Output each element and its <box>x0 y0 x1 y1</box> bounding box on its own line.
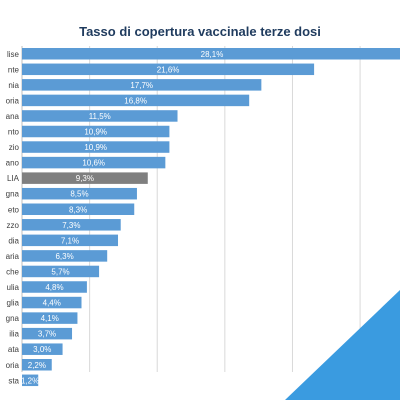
value-label-15: 4,8% <box>45 283 63 292</box>
value-label-1: 21,6% <box>157 65 180 74</box>
category-label-21: sta <box>8 376 19 385</box>
bar-14 <box>22 265 100 278</box>
category-label-15: ulia <box>7 283 20 292</box>
value-label-12: 7,1% <box>61 236 79 245</box>
category-label-3: oria <box>6 96 20 105</box>
category-label-20: oria <box>6 361 20 370</box>
category-label-14: che <box>6 267 19 276</box>
value-label-2: 17,7% <box>130 81 153 90</box>
bar-20 <box>22 359 52 371</box>
value-label-11: 7,3% <box>62 221 80 230</box>
value-label-14: 5,7% <box>51 267 69 276</box>
bar-3 <box>22 94 250 107</box>
value-label-7: 10,6% <box>82 159 105 168</box>
bar-16 <box>22 296 82 309</box>
category-label-16: glia <box>7 299 20 308</box>
chart-title: Tasso di copertura vaccinale terze dosi <box>79 24 321 39</box>
bar-11 <box>22 219 121 231</box>
value-label-4: 11,5% <box>89 112 111 121</box>
value-label-5: 10,9% <box>84 128 107 137</box>
category-label-4: ana <box>6 112 20 121</box>
value-label-3: 16,8% <box>124 96 147 105</box>
bar-15 <box>22 281 87 293</box>
value-label-0: 28,1% <box>201 50 224 59</box>
category-label-1: nte <box>8 65 20 74</box>
category-label-5: nto <box>8 128 20 137</box>
category-label-2: nia <box>8 81 19 90</box>
bar-18 <box>22 327 73 340</box>
bar-13 <box>22 250 108 262</box>
category-label-6: zio <box>9 143 20 152</box>
bar-5 <box>22 125 170 138</box>
bar-12 <box>22 234 119 247</box>
bar-0 <box>22 48 400 60</box>
bar-7 <box>22 156 166 169</box>
value-label-16: 4,4% <box>43 299 61 308</box>
category-label-12: dia <box>8 236 19 245</box>
category-label-18: ilia <box>9 330 19 339</box>
category-label-7: ano <box>6 159 20 168</box>
bar-19 <box>22 343 63 355</box>
bar-6 <box>22 141 170 153</box>
value-label-18: 3,7% <box>38 330 56 339</box>
bar-2 <box>22 79 262 91</box>
category-label-10: eto <box>8 205 20 214</box>
value-label-6: 10,9% <box>84 143 107 152</box>
category-label-8: LIA <box>7 174 20 183</box>
category-label-0: lise <box>7 50 20 59</box>
category-label-13: aria <box>6 252 20 261</box>
category-label-19: ata <box>8 345 20 354</box>
bar-21 <box>22 374 39 387</box>
value-label-13: 6,3% <box>55 252 73 261</box>
value-label-20: 2,2% <box>28 361 46 370</box>
bar-9 <box>22 187 137 200</box>
bar-4 <box>22 110 178 122</box>
value-label-10: 8,3% <box>69 205 87 214</box>
value-label-17: 4,1% <box>41 314 59 323</box>
bar-17 <box>22 312 78 324</box>
category-label-9: gna <box>6 190 20 199</box>
category-label-17: gna <box>6 314 20 323</box>
bar-1 <box>22 63 315 76</box>
value-label-21: 1,2% <box>21 376 39 385</box>
value-label-9: 8,5% <box>70 190 88 199</box>
bar-10 <box>22 203 135 215</box>
value-label-19: 3,0% <box>33 345 51 354</box>
value-label-8: 9,3% <box>76 174 94 183</box>
category-label-11: zzo <box>7 221 20 230</box>
bar-8 <box>22 172 148 184</box>
